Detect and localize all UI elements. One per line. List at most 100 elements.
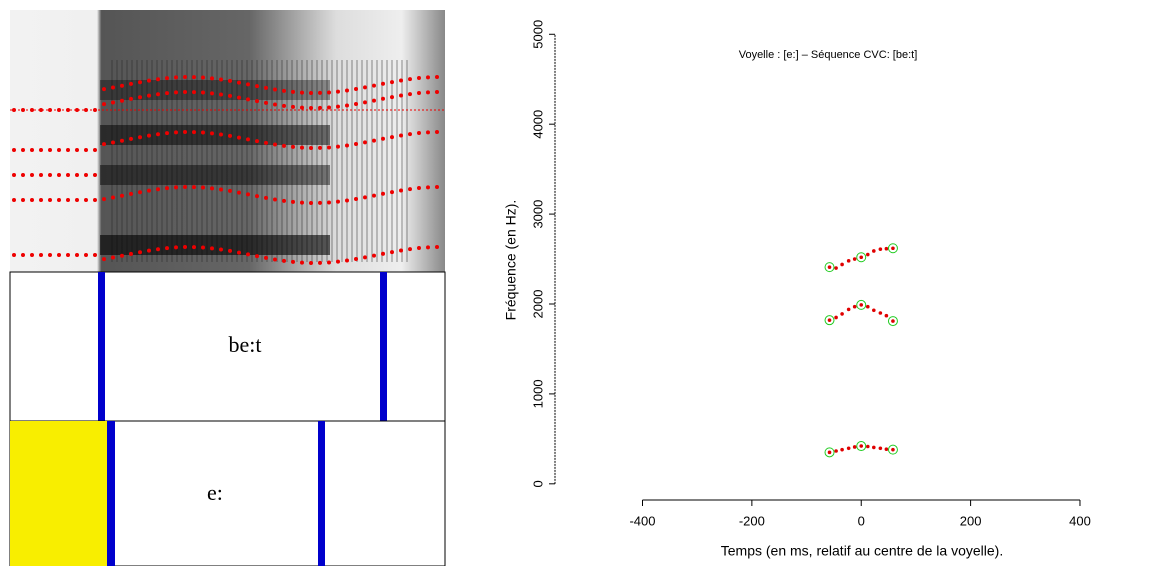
formant-track	[30, 198, 34, 202]
formant-track	[84, 253, 88, 257]
y-tick-label: 5000	[530, 20, 545, 49]
formant-track	[327, 90, 331, 95]
formant-track	[426, 90, 430, 95]
formant-track	[255, 99, 259, 104]
formant-track	[237, 250, 241, 255]
formant-track	[66, 198, 70, 202]
formant-track	[219, 77, 223, 82]
formant-track	[255, 84, 259, 89]
formant-track	[426, 245, 430, 250]
formant-track	[345, 258, 349, 263]
point-circle	[856, 252, 867, 263]
boundary	[107, 421, 115, 566]
formant-track	[327, 105, 331, 110]
formant-track	[336, 104, 340, 109]
formant-track	[201, 75, 205, 80]
point	[878, 311, 883, 315]
formant-track	[390, 190, 394, 195]
formant-track	[264, 85, 268, 90]
formant-track	[138, 135, 142, 140]
formant-track	[390, 95, 394, 100]
formant-track	[273, 142, 277, 147]
formant-track	[435, 75, 439, 80]
formant-track	[219, 92, 223, 97]
formant-track	[417, 91, 421, 96]
formant-track	[57, 253, 61, 257]
formant-track	[336, 259, 340, 264]
formant-track	[354, 257, 358, 262]
formant-track	[183, 245, 187, 250]
formant-track	[273, 257, 277, 262]
point	[827, 318, 832, 322]
formant-track	[39, 108, 43, 112]
formant-track	[345, 198, 349, 203]
formant-track	[309, 200, 313, 205]
formant-track	[84, 198, 88, 202]
formant-track	[399, 248, 403, 253]
formant-track	[318, 105, 322, 110]
formant-track	[147, 93, 151, 98]
x-tick-label: -400	[629, 513, 655, 528]
band	[100, 235, 330, 255]
boundary	[98, 272, 105, 421]
formant-track	[282, 88, 286, 93]
formant-track	[210, 76, 214, 81]
point-circle	[887, 444, 898, 455]
formant-track	[201, 90, 205, 95]
formant-track	[399, 93, 403, 98]
formant-track	[174, 245, 178, 250]
formant-track	[174, 75, 178, 80]
formant-track	[138, 95, 142, 100]
point	[872, 308, 876, 313]
formant-track	[417, 76, 421, 81]
point	[827, 265, 832, 269]
formant-track	[237, 135, 241, 140]
chart-title: Voyelle : [e:] – Séquence CVC: [be:t]	[739, 49, 918, 61]
formant-track	[75, 253, 79, 257]
formant-track	[111, 100, 115, 105]
formant-track	[57, 198, 61, 202]
formant-track	[354, 142, 358, 147]
formant-track	[264, 100, 268, 105]
formant-track	[417, 131, 421, 136]
formant-track	[111, 140, 115, 145]
formant-track	[255, 194, 259, 199]
formant-track	[201, 130, 205, 135]
formant-track	[39, 253, 43, 257]
formant-track	[237, 80, 241, 85]
formant-track	[201, 245, 205, 250]
formant-track	[390, 80, 394, 85]
boundary	[380, 272, 387, 421]
x-tick-label: 400	[1069, 513, 1091, 528]
point	[834, 266, 838, 270]
formant-track	[84, 173, 88, 177]
formant-track	[273, 87, 277, 92]
point	[865, 252, 870, 257]
x-tick-label: -200	[739, 513, 765, 528]
formant-track	[165, 131, 169, 136]
formant-track	[372, 83, 376, 88]
formant-track	[381, 191, 385, 196]
band	[100, 125, 330, 145]
formant-track	[309, 105, 313, 110]
formant-track	[165, 246, 169, 251]
formant-track	[336, 199, 340, 204]
formant-track	[12, 253, 16, 257]
formant-track	[372, 253, 376, 258]
formant-track	[21, 148, 25, 152]
point	[846, 259, 851, 263]
formant-track	[372, 138, 376, 143]
point	[827, 450, 832, 455]
formant-track	[147, 133, 151, 138]
formant-track	[246, 192, 250, 197]
formant-track	[246, 97, 250, 102]
point-circle	[887, 243, 898, 254]
formant-track	[75, 173, 79, 177]
y-tick-label: 1000	[530, 379, 545, 408]
formant-track	[291, 89, 295, 94]
formant-track	[156, 187, 160, 192]
formant-track	[399, 78, 403, 83]
formant-track	[228, 133, 232, 138]
formant-track	[282, 258, 286, 263]
formant-track	[174, 90, 178, 95]
